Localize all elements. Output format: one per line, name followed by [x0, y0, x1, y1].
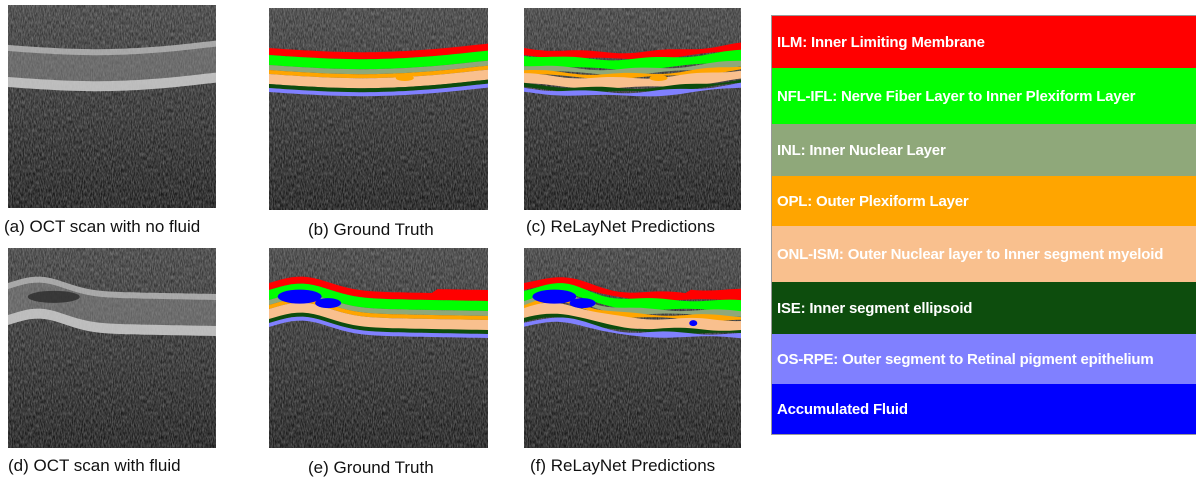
panel-e-ground-truth — [269, 248, 488, 448]
legend-item-onl-ism: ONL-ISM: Outer Nuclear layer to Inner se… — [772, 226, 1196, 282]
legend-label-inl: INL: Inner Nuclear Layer — [777, 141, 946, 159]
legend-item-fluid: Accumulated Fluid — [772, 384, 1196, 434]
legend-label-fluid: Accumulated Fluid — [777, 400, 908, 418]
caption-c: (c) ReLayNet Predictions — [526, 217, 715, 236]
legend-label-ilm: ILM: Inner Limiting Membrane — [777, 33, 985, 51]
oct-image — [269, 248, 488, 448]
panel-b-ground-truth — [269, 8, 488, 210]
oct-image — [8, 5, 216, 208]
caption-f: (f) ReLayNet Predictions — [530, 456, 716, 475]
legend-item-opl: OPL: Outer Plexiform Layer — [772, 176, 1196, 226]
panel-c-relaynet-predictions — [524, 8, 741, 210]
oct-image — [524, 8, 741, 210]
oct-image — [8, 248, 216, 448]
panel-f-relaynet-predictions — [524, 248, 741, 448]
oct-image — [269, 8, 488, 210]
oct-image — [524, 248, 741, 448]
layer-legend: ILM: Inner Limiting Membrane NFL-IFL: Ne… — [771, 15, 1196, 435]
legend-label-opl: OPL: Outer Plexiform Layer — [777, 192, 969, 210]
caption-d: (d) OCT scan with fluid — [8, 456, 181, 475]
legend-item-inl: INL: Inner Nuclear Layer — [772, 124, 1196, 176]
panel-a-oct-no-fluid — [8, 5, 216, 208]
legend-item-ilm: ILM: Inner Limiting Membrane — [772, 16, 1196, 68]
legend-item-ise: ISE: Inner segment ellipsoid — [772, 282, 1196, 334]
caption-b: (b) Ground Truth — [308, 220, 434, 239]
legend-label-onl-ism: ONL-ISM: Outer Nuclear layer to Inner se… — [777, 245, 1164, 263]
legend-label-ise: ISE: Inner segment ellipsoid — [777, 299, 973, 317]
caption-e: (e) Ground Truth — [308, 458, 434, 477]
legend-item-os-rpe: OS-RPE: Outer segment to Retinal pigment… — [772, 334, 1196, 384]
panel-d-oct-with-fluid — [8, 248, 216, 448]
legend-label-os-rpe: OS-RPE: Outer segment to Retinal pigment… — [777, 350, 1154, 368]
caption-a: (a) OCT scan with no fluid — [4, 217, 201, 236]
legend-item-nfl-ifl: NFL-IFL: Nerve Fiber Layer to Inner Plex… — [772, 68, 1196, 124]
legend-label-nfl-ifl: NFL-IFL: Nerve Fiber Layer to Inner Plex… — [777, 87, 1136, 105]
